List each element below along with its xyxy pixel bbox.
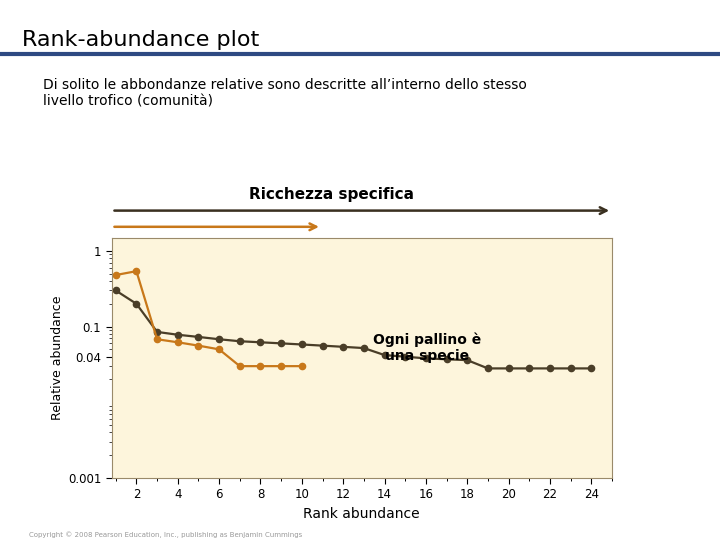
Text: Di solito le abbondanze relative sono descritte all’interno dello stesso
livello: Di solito le abbondanze relative sono de… [43, 78, 527, 109]
Text: Ricchezza specifica: Ricchezza specifica [248, 187, 414, 202]
Text: Rank-abundance plot: Rank-abundance plot [22, 30, 259, 50]
Text: Ogni pallino è
una specie: Ogni pallino è una specie [373, 333, 481, 363]
Text: Copyright © 2008 Pearson Education, Inc., publishing as Benjamin Cummings: Copyright © 2008 Pearson Education, Inc.… [29, 531, 302, 538]
X-axis label: Rank abundance: Rank abundance [304, 507, 420, 521]
Y-axis label: Relative abundance: Relative abundance [50, 295, 63, 420]
